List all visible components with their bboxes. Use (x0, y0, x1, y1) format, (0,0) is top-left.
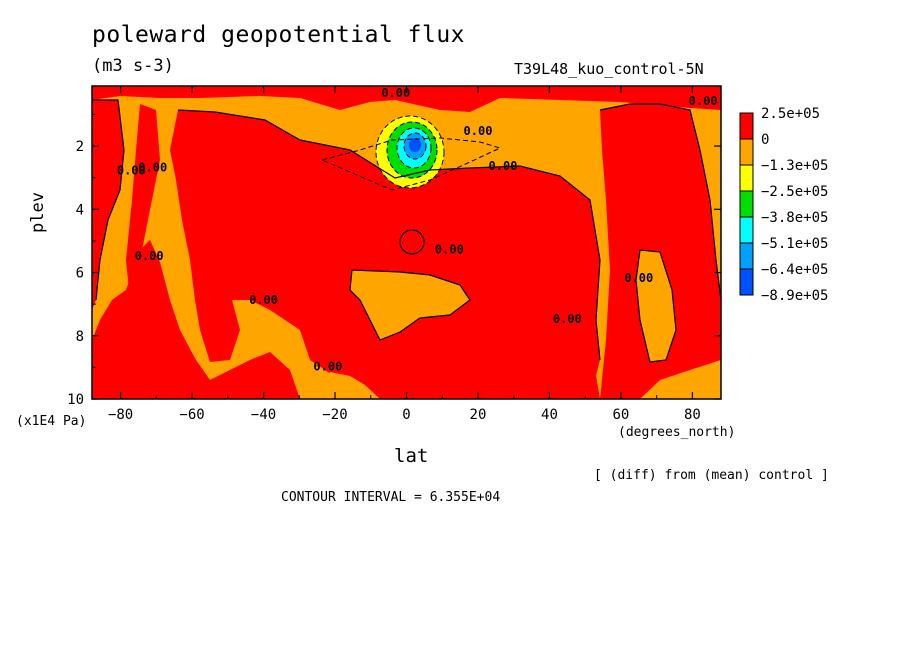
zero-contours (92, 99, 721, 363)
x-axis-label: lat (394, 445, 429, 467)
field-blue-core (409, 138, 421, 152)
contour-labels: 0.000.000.000.000.000.000.000.000.000.00… (117, 86, 718, 373)
x-tick-label: −80 (108, 407, 133, 423)
field-red-top-band (92, 86, 721, 112)
chart-title: poleward geopotential flux (92, 22, 466, 48)
colorbar-label: −3.8e+05 (761, 210, 828, 226)
x-tick-label: 80 (684, 407, 701, 423)
y-tick-label: 2 (76, 139, 84, 155)
colorbar-label: −1.3e+05 (761, 158, 828, 174)
contour-label: 0.00 (435, 243, 464, 257)
colorbar-swatch (739, 268, 754, 296)
x-tick-label: 20 (470, 407, 487, 423)
field-red-southern-lowlevel (92, 240, 300, 399)
colorbar: 2.5e+05 0 −1.3e+05 −2.5e+05 −3.8e+05 −5.1e+05… (739, 106, 828, 304)
colorbar-label: 2.5e+05 (761, 106, 820, 122)
x-tick-label: 0 (402, 407, 410, 423)
colorbar-swatch (739, 216, 754, 244)
colorbar-label: −5.1e+05 (761, 236, 828, 252)
contour-label: 0.00 (138, 160, 167, 174)
x-ticks: −80 −60 −40 −20 0 20 40 60 80 (108, 86, 701, 423)
x-axis-unit: (degrees_north) (618, 425, 736, 440)
contour-label: 0.00 (689, 94, 718, 108)
colorbar-swatch (739, 138, 754, 166)
x-tick-label: −20 (322, 407, 347, 423)
y-ticks: 2 4 6 8 10 (67, 113, 721, 408)
colorbar-swatch (739, 112, 754, 140)
contour-label: 0.00 (117, 164, 146, 178)
field-red-midlat-lowlevel (490, 300, 600, 399)
contour-label: 0.00 (624, 271, 653, 285)
contour-label: 0.00 (489, 159, 518, 173)
negative-contours (320, 115, 502, 191)
x-tick-label: −60 (179, 407, 204, 423)
contour-label: 0.00 (135, 249, 164, 263)
field-orange-tongue (350, 270, 470, 340)
contour-label: 0.00 (249, 293, 278, 307)
y-tick-label: 10 (67, 392, 84, 408)
chart-units: (m3 s-3) (92, 56, 174, 76)
field-orange-northern-gap (636, 250, 676, 362)
colorbar-swatch (739, 190, 754, 218)
contour-label: 0.00 (553, 312, 582, 326)
contour-interval: CONTOUR INTERVAL = 6.355E+04 (281, 490, 501, 505)
run-label: T39L48_kuo_control-5N (514, 60, 704, 78)
colorbar-label: −2.5e+05 (761, 184, 828, 200)
field-red-northern-band (600, 104, 721, 399)
x-tick-label: −40 (251, 407, 276, 423)
field-red-column-2 (126, 104, 160, 300)
field-layer (92, 86, 721, 399)
contour-label: 0.00 (464, 124, 493, 138)
colorbar-label: −8.9e+05 (761, 288, 828, 304)
y-tick-label: 8 (76, 329, 84, 345)
x-tick-label: 60 (613, 407, 630, 423)
colorbar-label: −6.4e+05 (761, 262, 828, 278)
colorbar-swatch (739, 164, 754, 192)
y-axis-unit: (x1E4 Pa) (16, 414, 87, 429)
x-tick-label: 40 (541, 407, 558, 423)
field-red-southern-tropics (170, 110, 600, 399)
colorbar-swatch (739, 242, 754, 270)
contour-label: 0.00 (313, 360, 342, 374)
y-tick-label: 4 (76, 202, 84, 218)
contour-label: 0.00 (381, 86, 410, 100)
colorbar-label: 0 (761, 132, 769, 148)
y-tick-label: 6 (76, 266, 84, 282)
diff-note: [ (diff) from (mean) control ] (594, 468, 829, 483)
